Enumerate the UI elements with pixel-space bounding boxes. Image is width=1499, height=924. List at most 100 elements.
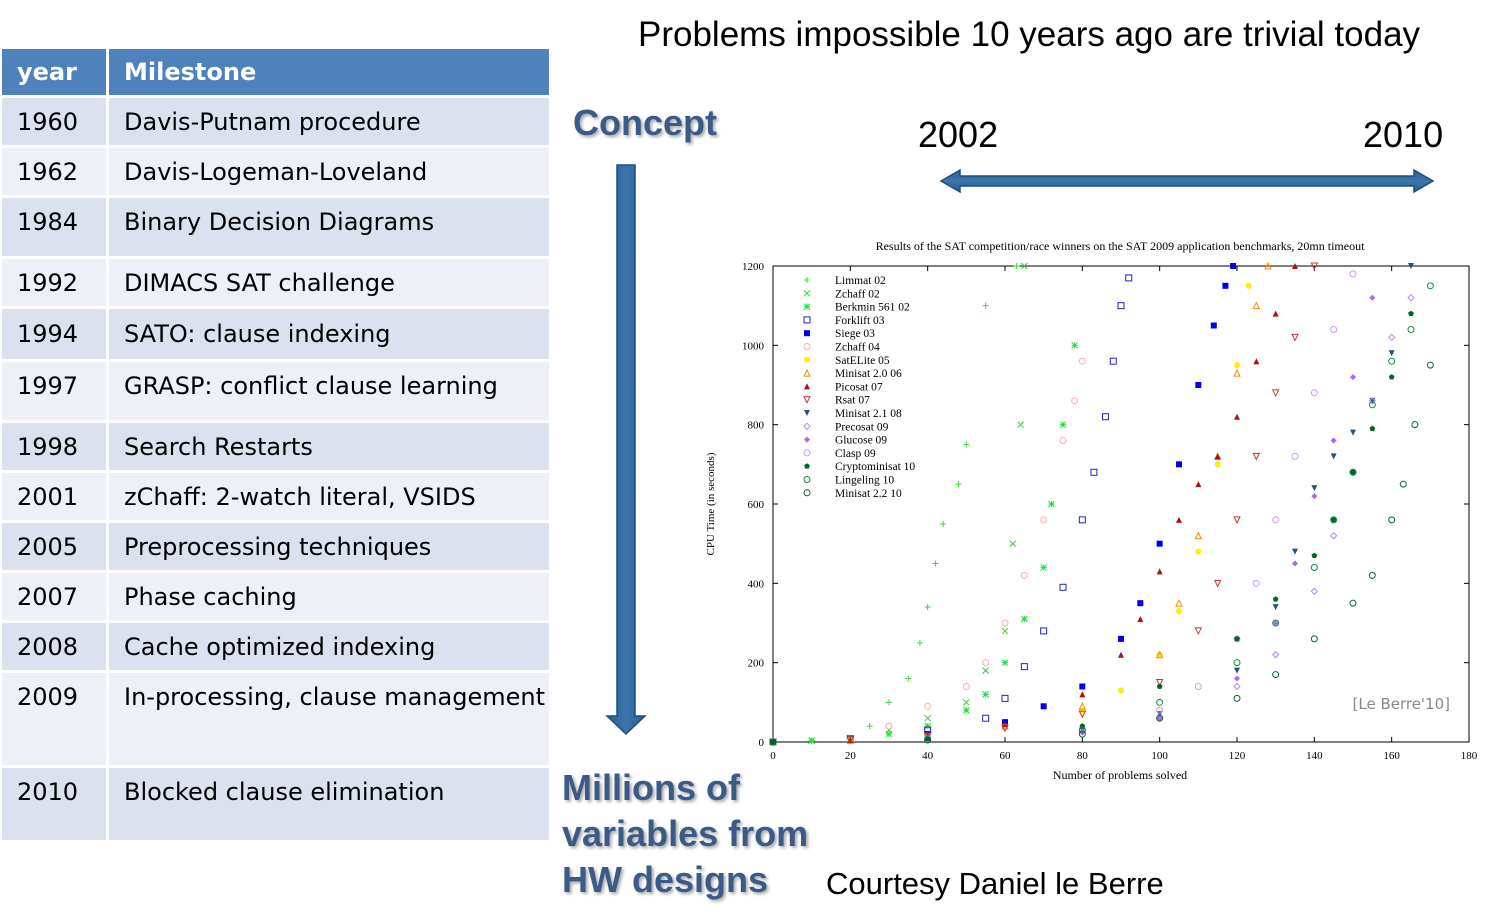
row-milestone: SATO: clause indexing xyxy=(109,309,549,359)
data-point xyxy=(1233,368,1241,377)
data-point xyxy=(1017,421,1024,429)
table-header-row: year Milestone xyxy=(2,49,549,95)
table-row: 2008 Cache optimized indexing xyxy=(2,623,549,670)
data-point xyxy=(1001,659,1009,667)
legend-item: Limmat 02 xyxy=(804,275,886,287)
row-milestone: Binary Decision Diagrams xyxy=(109,198,549,256)
data-point xyxy=(1078,726,1086,734)
row-year: 1984 xyxy=(2,198,109,256)
table-row: 1962 Davis-Logeman-Loveland xyxy=(2,148,549,195)
table-row: 1994 SATO: clause indexing xyxy=(2,309,549,359)
table-row: 1997 GRASP: conflict clause learning xyxy=(2,362,549,420)
row-year: 1960 xyxy=(2,98,109,145)
data-point xyxy=(1156,683,1163,689)
data-point xyxy=(1252,452,1261,461)
timeline-double-arrow xyxy=(939,168,1435,194)
data-point xyxy=(1387,333,1396,342)
data-point xyxy=(1388,350,1395,357)
data-point xyxy=(982,667,990,674)
legend-label: Clasp 09 xyxy=(835,448,876,460)
millions-label-line: variables from xyxy=(562,813,809,854)
data-point xyxy=(1071,397,1079,405)
row-year: 1962 xyxy=(2,148,109,195)
row-year: 1998 xyxy=(2,423,109,470)
legend-label: Precosat 09 xyxy=(835,421,889,433)
data-point xyxy=(804,463,810,469)
y-tick-label: 1200 xyxy=(742,261,765,273)
data-point xyxy=(1175,599,1183,607)
data-point xyxy=(1349,468,1357,476)
data-point xyxy=(962,706,970,714)
data-point xyxy=(1349,270,1357,278)
data-point xyxy=(1040,564,1048,571)
data-point xyxy=(1272,604,1279,611)
data-point xyxy=(1310,389,1318,397)
data-point xyxy=(1078,710,1087,719)
data-point xyxy=(1253,358,1260,365)
data-point xyxy=(905,675,912,682)
data-point xyxy=(1194,531,1203,540)
row-milestone: zChaff: 2-watch literal, VSIDS xyxy=(109,473,549,520)
row-milestone: Phase caching xyxy=(109,573,549,620)
y-tick-label: 200 xyxy=(748,658,765,670)
legend-item: Forklift 03 xyxy=(803,315,885,327)
data-point xyxy=(1137,600,1144,607)
data-point xyxy=(1411,421,1419,429)
data-point xyxy=(982,659,990,667)
row-year: 1994 xyxy=(2,309,109,359)
millions-label: Millions of variables from HW designs xyxy=(562,765,808,903)
x-tick-label: 120 xyxy=(1229,750,1246,762)
row-year: 1992 xyxy=(2,259,109,306)
legend-item: Glucose 09 xyxy=(804,435,887,447)
data-point xyxy=(808,737,816,745)
data-point xyxy=(1214,453,1221,460)
data-point xyxy=(1079,707,1086,714)
legend-label: Picosat 07 xyxy=(835,381,883,393)
legend-item: Minisat 2.0 06 xyxy=(803,368,902,380)
data-point xyxy=(1079,729,1086,736)
data-point xyxy=(1195,548,1202,555)
data-point xyxy=(1368,401,1376,409)
data-point xyxy=(769,738,777,746)
data-point xyxy=(1176,608,1182,615)
row-milestone: Blocked clause elimination xyxy=(109,768,549,840)
data-point xyxy=(803,489,811,497)
data-point xyxy=(1040,627,1048,635)
data-point xyxy=(1329,532,1338,540)
data-point xyxy=(1156,715,1163,722)
x-tick-label: 160 xyxy=(1383,750,1400,762)
row-year: 2009 xyxy=(2,673,109,765)
data-point xyxy=(1020,571,1028,579)
data-point xyxy=(1330,516,1338,524)
data-point xyxy=(1137,616,1144,623)
legend-label: Berkmin 561 02 xyxy=(835,302,910,314)
data-point xyxy=(1078,730,1086,738)
data-point xyxy=(1020,663,1028,671)
table-row: 2001 zChaff: 2-watch literal, VSIDS xyxy=(2,473,549,520)
sat-chart: Results of the SAT competition/race winn… xyxy=(705,239,1478,782)
milestone-table: year Milestone 1960 Davis-Putnam procedur… xyxy=(2,46,549,843)
row-year: 2005 xyxy=(2,523,109,570)
data-point xyxy=(1117,302,1125,310)
data-point xyxy=(803,343,811,350)
data-point xyxy=(1233,516,1241,524)
row-milestone: Davis-Putnam procedure xyxy=(109,98,549,145)
data-point xyxy=(1156,651,1163,658)
table-row: 2005 Preprocessing techniques xyxy=(2,523,549,570)
data-point xyxy=(963,441,970,448)
data-point xyxy=(1233,694,1241,702)
data-point xyxy=(1272,619,1280,627)
data-point xyxy=(1271,651,1280,659)
data-point xyxy=(885,730,893,738)
plot-frame xyxy=(772,265,1470,743)
data-point xyxy=(1426,361,1434,369)
data-point xyxy=(1013,263,1020,269)
data-point xyxy=(924,604,931,611)
data-point xyxy=(1310,587,1319,595)
series-group xyxy=(770,310,1414,745)
legend-item: Minisat 2.2 10 xyxy=(803,488,902,500)
data-point xyxy=(1078,516,1086,524)
data-point xyxy=(804,383,810,390)
data-point xyxy=(803,476,811,483)
